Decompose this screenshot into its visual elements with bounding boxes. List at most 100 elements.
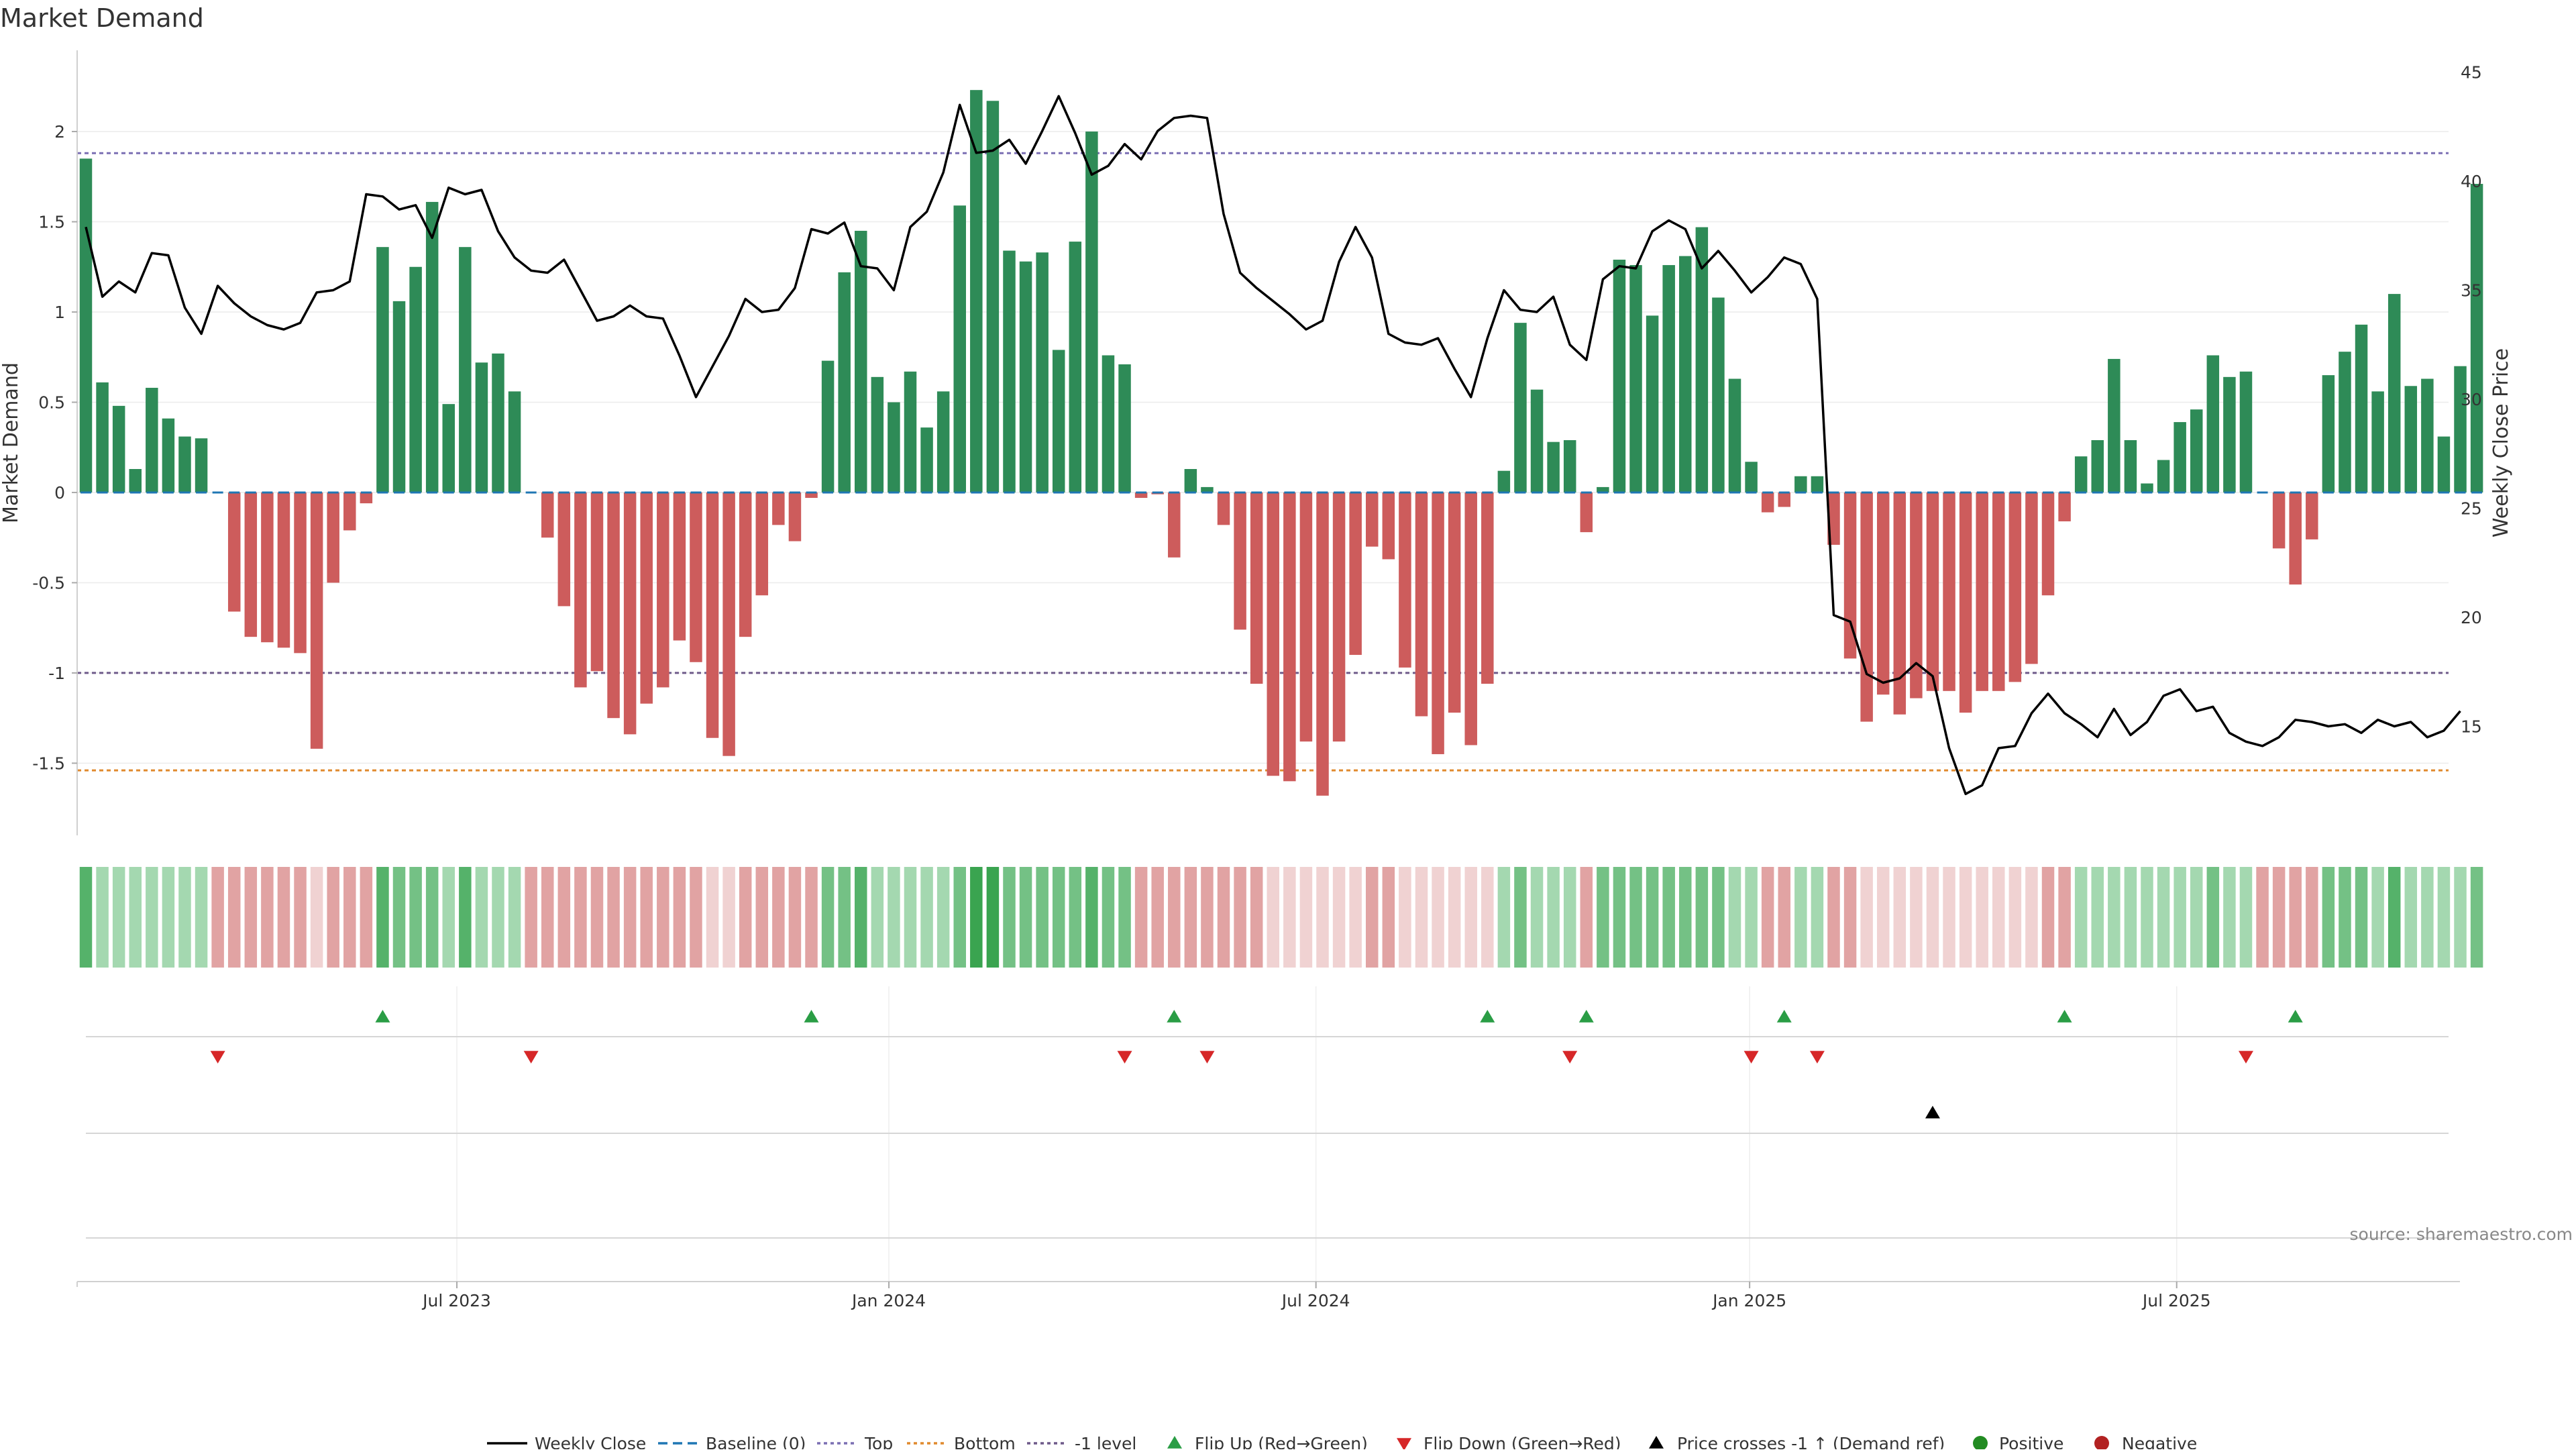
heat-cell: [146, 867, 158, 968]
legend-label: -1 level: [1075, 1434, 1136, 1449]
heat-cell: [1283, 867, 1296, 968]
demand-bar: [1728, 378, 1741, 492]
demand-bar: [986, 101, 1000, 492]
heat-cell: [492, 867, 504, 968]
heat-cell: [838, 867, 851, 968]
demand-bar: [1316, 492, 1329, 796]
demand-bar: [1134, 492, 1148, 499]
heat-cell: [360, 867, 373, 968]
demand-bar: [607, 492, 620, 719]
demand-bar: [2371, 391, 2384, 492]
heat-cell: [425, 867, 439, 968]
demand-bar: [1036, 252, 1049, 492]
heat-cell: [739, 867, 752, 968]
heat-cell: [2437, 867, 2451, 968]
flip-down-marker: [1562, 1051, 1578, 1064]
heat-cell: [1629, 867, 1642, 968]
demand-bar: [1365, 492, 1379, 547]
chart-title: Market Demand: [0, 3, 204, 33]
legend-label: Positive: [1999, 1434, 2063, 1449]
y-left-tick-label: -1: [48, 664, 65, 683]
y-left-tick-label: 0: [54, 483, 65, 503]
demand-bar: [1514, 323, 1527, 492]
heat-cell: [294, 867, 307, 968]
heat-cell: [2174, 867, 2186, 968]
demand-bar: [2387, 294, 2401, 492]
legend-item-flip-up: Flip Up (Red→Green): [1167, 1434, 1368, 1452]
legend-item-flip-down: Flip Down (Green→Red): [1397, 1434, 1621, 1452]
demand-bar: [1679, 256, 1692, 492]
flip-down-marker: [210, 1051, 225, 1064]
demand-bar: [2174, 422, 2186, 492]
heat-cell: [2404, 867, 2418, 968]
demand-bar: [1069, 242, 1082, 492]
demand-bar: [1283, 492, 1296, 782]
y-left-tick-label: 2: [54, 122, 65, 142]
demand-bar: [1349, 492, 1362, 656]
demand-bar: [2074, 456, 2088, 492]
demand-bar: [442, 404, 455, 492]
demand-bar: [1432, 492, 1444, 754]
heat-cell: [2008, 867, 2022, 968]
y-left-tick-label: 1: [54, 303, 65, 322]
demand-bar: [1811, 476, 1824, 492]
signal-markers: [210, 1010, 2303, 1119]
demand-bar: [2058, 492, 2071, 521]
demand-bar: [459, 247, 472, 492]
y-left-tick-label: 1.5: [38, 213, 65, 232]
y-right-tick-label: 40: [2461, 172, 2482, 191]
demand-bar: [2289, 492, 2302, 585]
demand-bar: [227, 492, 241, 612]
demand-bar: [343, 492, 356, 531]
heat-cell: [2108, 867, 2121, 968]
demand-bar: [1992, 492, 2005, 691]
demand-bar: [1003, 250, 1016, 492]
legend-swatch: [1649, 1436, 1664, 1449]
heat-cell: [1151, 867, 1164, 968]
heat-cell: [2322, 867, 2335, 968]
demand-bar: [392, 301, 406, 492]
heat-cell: [755, 867, 769, 968]
y-right-tick-label: 45: [2461, 63, 2482, 83]
demand-bar: [1976, 492, 1988, 691]
demand-bar: [1943, 492, 1955, 691]
legend-label: Negative: [2122, 1434, 2197, 1449]
demand-bar: [541, 492, 554, 538]
demand-bar: [805, 492, 818, 499]
flip-up-marker: [1578, 1010, 1594, 1023]
heat-cell: [2339, 867, 2351, 968]
demand-bar: [1415, 492, 1428, 717]
heat-cell: [129, 867, 142, 968]
heat-cell: [392, 867, 406, 968]
heat-cell: [1712, 867, 1725, 968]
demand-bar: [2157, 460, 2170, 492]
heat-cell: [409, 867, 422, 968]
y-right-tick-label: 15: [2461, 717, 2482, 737]
heat-cell: [640, 867, 653, 968]
heat-cell: [508, 867, 521, 968]
x-tick-label: Jan 2024: [851, 1291, 926, 1310]
demand-bar: [409, 266, 422, 492]
heat-cell: [1547, 867, 1560, 968]
heat-cell: [1613, 867, 1626, 968]
heat-cell: [1992, 867, 2005, 968]
y-axis-right-label: Weekly Close Price: [2489, 348, 2513, 537]
heat-cell: [376, 867, 389, 968]
demand-bar: [1761, 492, 1774, 513]
heat-cell: [2141, 867, 2153, 968]
demand-bar: [2355, 324, 2368, 492]
heat-cell: [772, 867, 785, 968]
heat-cell: [310, 867, 323, 968]
heat-cell: [1843, 867, 1857, 968]
demand-bar: [1201, 486, 1214, 492]
heat-cell: [1811, 867, 1824, 968]
demand-bar: [1299, 492, 1313, 742]
heat-cell: [1168, 867, 1181, 968]
demand-bar: [1580, 492, 1593, 533]
heat-cell: [805, 867, 818, 968]
x-tick-label: Jul 2023: [421, 1291, 491, 1310]
demand-bar: [327, 492, 339, 583]
heat-cell: [2239, 867, 2253, 968]
flip-up-marker: [804, 1010, 819, 1023]
demand-bar: [1926, 492, 1939, 691]
